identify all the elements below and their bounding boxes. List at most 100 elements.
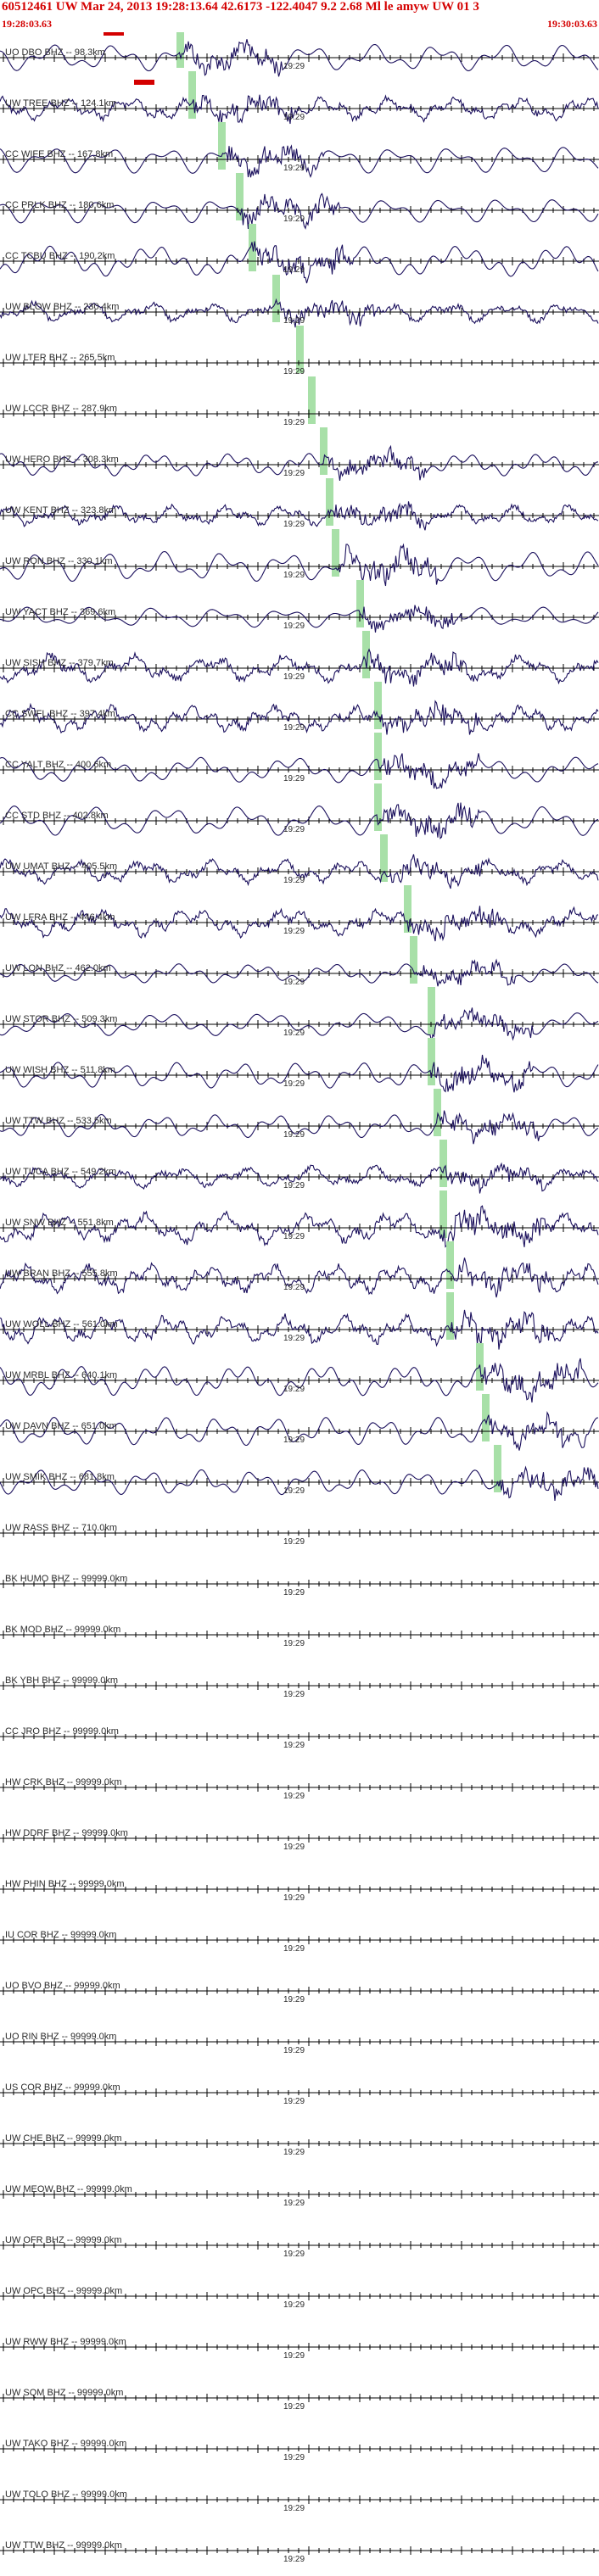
time-marker-label: 19:29 [283,1385,305,1394]
channel-row: UW WOLL BHZ -- 561.0km 19:29 [0,1292,599,1350]
channel-label: UW SISH BHZ -- 379.7km [5,658,114,668]
channel-label: UW WISH BHZ -- 511.8km [5,1065,115,1075]
channel-row: HW DDRF BHZ -- 99999.0km 19:29 [0,1828,599,1852]
channel-row: UW LFRA BHZ -- 446.4km 19:29 [0,885,599,942]
channel-label: UW TOLO BHZ -- 99999.0km [5,2490,127,2500]
time-marker-label: 19:29 [283,774,305,783]
time-marker-label: 19:29 [283,1334,305,1343]
channel-label: CC YALT BHZ -- 400.6km [5,760,111,770]
channel-label: UW SQM BHZ -- 99999.0km [5,2388,123,2398]
channel-row: UO BVO BHZ -- 99999.0km 19:29 [0,1981,599,2004]
time-marker-label: 19:29 [283,2453,305,2462]
time-marker-label: 19:29 [283,1843,305,1852]
channel-label: UW TAKO BHZ -- 99999.0km [5,2439,126,2449]
channel-label: UW UMAT BHZ -- 405.5km [5,861,117,872]
channel-label: CC PRLK BHZ -- 180.6km [5,200,114,210]
channel-row: UW KENT BHZ -- 323.8km 19:29 [0,478,599,531]
p-pick-marker [446,1292,454,1340]
channel-row: UW TUCA BHZ -- 549.2km 19:29 [0,1140,599,1194]
channel-label: UW DAVN BHZ -- 651.0km [5,1421,117,1431]
channel-label: UW LCCR BHZ -- 287.9km [5,404,117,414]
channel-row: UW MRBL BHZ -- 640.1km 19:29 [0,1343,599,1403]
channel-row: HW PHIN BHZ -- 99999.0km 19:29 [0,1879,599,1903]
time-marker-label: 19:29 [283,1944,305,1954]
channel-row: UW LCCR BHZ -- 287.9km 19:29 [0,376,599,427]
p-pick-marker [296,326,304,373]
time-marker-label: 19:29 [283,520,305,529]
channel-row: UW RON BHZ -- 330.1km 19:29 [0,529,599,587]
channel-row: CC JRO BHZ -- 99999.0km 19:29 [0,1726,599,1750]
p-pick-marker [428,987,435,1034]
waveform-trace [0,1358,599,1403]
time-marker-label: 19:29 [283,2504,305,2513]
channel-label: US COR BHZ -- 99999.0km [5,2083,120,2093]
time-marker-label: 19:29 [283,1995,305,2004]
waveform-trace [0,605,599,633]
p-pick-marker [374,733,382,780]
channel-label: CC TCBU BHZ -- 190.2km [5,251,115,261]
channel-label: UW RWW BHZ -- 99999.0km [5,2337,126,2347]
waveform-trace [0,501,599,531]
channel-row: UW WISH BHZ -- 511.8km 19:29 [0,1038,599,1093]
waveform-trace [0,1411,599,1451]
p-pick-marker [176,32,184,68]
waveform-trace [0,648,599,687]
channel-label: UW LTER BHZ -- 265.5km [5,353,115,363]
waveform-trace [0,1465,599,1501]
time-marker-label: 19:29 [283,1792,305,1801]
channel-label: IU COR BHZ -- 99999.0km [5,1930,116,1940]
channel-label: UW TTW BHZ -- 533.5km [5,1116,112,1126]
time-marker-label: 19:29 [283,367,305,376]
event-title: 60512461 UW Mar 24, 2013 19:28:13.64 42.… [2,0,479,14]
channel-row: UW TTW BHZ -- 99999.0km 19:29 [0,2540,599,2564]
time-marker-label: 19:29 [283,1893,305,1903]
channel-label: UW SNW BHZ -- 551.8km [5,1218,114,1228]
seismogram-plot: UO DBO BHZ -- 98.3km 19:29 UW TREE BHZ -- … [0,32,599,2564]
time-marker-label: 19:29 [283,2555,305,2564]
waveform-trace [0,1007,599,1042]
channel-row: HW CRK BHZ -- 99999.0km 19:29 [0,1777,599,1801]
time-marker-label: 19:29 [283,2351,305,2361]
channel-row: UO DBO BHZ -- 98.3km 19:29 [0,32,599,77]
channel-row: UW LON BHZ -- 462.0km 19:29 [0,936,599,987]
channel-label: UW TREE BHZ -- 124.1km [5,98,116,109]
p-pick-marker [410,936,417,984]
time-marker-label: 19:29 [283,1232,305,1241]
channel-label: UW OFR BHZ -- 99999.0km [5,2235,122,2245]
channel-row: UW BLOW BHZ -- 230.4km 19:29 [0,275,599,328]
channel-row: BK YBH BHZ -- 99999.0km 19:29 [0,1676,599,1699]
channel-label: UW BLOW BHZ -- 230.4km [5,302,119,312]
p-pick-marker [439,1140,447,1187]
channel-label: CC SWFL BHZ -- 397.4km [5,709,115,719]
channel-label: UO DBO BHZ -- 98.3km [5,47,105,58]
channel-label: UW MEOW BHZ -- 99999.0km [5,2184,132,2194]
waveform-trace [0,94,599,125]
channel-row: UW OFR BHZ -- 99999.0km 19:29 [0,2235,599,2259]
waveform-trace [0,1205,599,1248]
time-marker-label: 19:29 [283,723,305,733]
time-marker-label: 19:29 [283,927,305,936]
p-pick-marker [428,1038,435,1085]
channel-label: UW HERO BHZ -- 308.3km [5,454,119,465]
p-pick-marker [374,783,382,831]
start-time: 19:28:03.63 [2,18,52,30]
channel-row: UW LTER BHZ -- 265.5km 19:29 [0,326,599,376]
channel-row: UW STOR BHZ -- 509.3km 19:29 [0,987,599,1042]
p-pick-marker [236,173,244,220]
time-marker-label: 19:29 [283,265,305,275]
channel-row: UW TTW BHZ -- 533.5km 19:29 [0,1089,599,1145]
channel-row: CC SWFL BHZ -- 397.4km 19:29 [0,682,599,735]
time-marker-label: 19:29 [283,1741,305,1750]
waveform-trace [0,854,599,889]
time-marker-label: 19:29 [283,1181,305,1190]
time-marker-label: 19:29 [283,1079,305,1089]
channel-label: HW PHIN BHZ -- 99999.0km [5,1879,125,1889]
p-pick-marker [446,1241,454,1289]
channel-label: UW WOLL BHZ -- 561.0km [5,1319,118,1330]
channel-label: UW OPC BHZ -- 99999.0km [5,2286,122,2296]
waveform-trace [0,444,599,481]
channel-row: IU COR BHZ -- 99999.0km 19:29 [0,1930,599,1954]
time-marker-label: 19:29 [283,1690,305,1699]
time-marker-label: 19:29 [283,2148,305,2157]
p-pick-marker [439,1190,447,1238]
